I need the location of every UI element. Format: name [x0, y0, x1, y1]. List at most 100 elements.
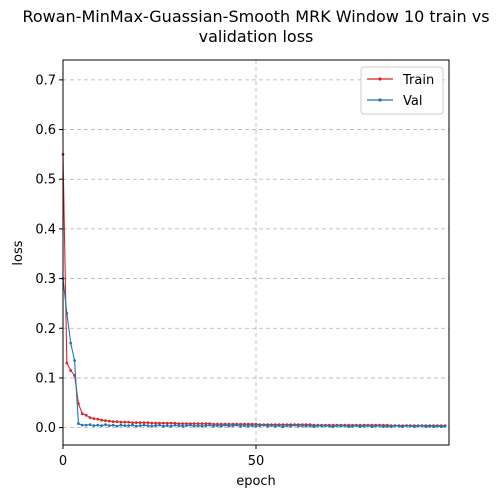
data-point-train: [254, 422, 258, 426]
series-val: [61, 277, 447, 429]
legend-marker-val: [378, 98, 382, 102]
legend-label-val: Val: [403, 94, 422, 109]
data-point-val: [246, 424, 250, 428]
series-layer: [61, 152, 447, 429]
data-point-val: [277, 424, 281, 428]
data-point-val: [324, 424, 327, 428]
x-tick-label: 0: [59, 454, 67, 469]
data-point-train: [200, 422, 204, 426]
grid-lines: [62, 60, 449, 445]
data-point-train: [219, 422, 223, 426]
data-point-val: [416, 424, 420, 428]
data-point-train: [281, 423, 285, 427]
y-tick-label: 0.5: [35, 173, 56, 188]
legend-marker-train: [378, 77, 382, 81]
data-point-val: [131, 423, 134, 427]
data-point-val: [65, 311, 69, 315]
data-point-val: [150, 424, 154, 428]
y-tick-label: 0.3: [35, 272, 56, 287]
data-point-val: [107, 424, 111, 428]
series-line-val: [62, 278, 446, 428]
data-point-train: [131, 421, 134, 425]
series-train: [61, 152, 447, 428]
data-point-val: [347, 425, 351, 429]
data-point-train: [173, 421, 177, 425]
data-point-val: [69, 341, 73, 345]
data-point-train: [196, 422, 200, 426]
data-point-val: [289, 424, 293, 428]
data-point-val: [138, 424, 142, 428]
data-point-val: [119, 423, 123, 427]
data-point-train: [80, 412, 84, 416]
data-point-val: [84, 423, 88, 427]
data-point-train: [84, 413, 88, 417]
data-point-val: [370, 425, 374, 429]
data-point-val: [115, 424, 119, 428]
data-point-val: [181, 424, 185, 428]
data-point-val: [343, 424, 347, 428]
data-point-train: [154, 421, 158, 425]
data-point-train: [127, 420, 131, 424]
data-point-train: [165, 421, 169, 425]
data-point-train: [150, 421, 154, 425]
data-point-val: [250, 424, 254, 428]
data-point-train: [123, 420, 127, 424]
data-point-val: [196, 424, 200, 428]
data-point-train: [134, 421, 138, 425]
data-point-train: [212, 422, 215, 426]
data-point-val: [173, 423, 177, 427]
data-point-train: [111, 420, 115, 424]
data-point-val: [412, 425, 416, 429]
data-point-val: [192, 424, 196, 428]
data-point-val: [409, 424, 412, 428]
data-point-val: [293, 423, 296, 427]
y-tick-label: 0.4: [35, 222, 56, 237]
data-point-val: [385, 424, 389, 428]
data-point-val: [443, 424, 447, 428]
x-tick-label: 50: [248, 454, 265, 469]
data-point-val: [304, 424, 308, 428]
data-point-val: [243, 424, 246, 428]
data-point-val: [185, 424, 188, 428]
data-point-train: [246, 422, 250, 426]
data-point-val: [335, 424, 339, 428]
data-point-train: [104, 419, 107, 423]
x-axis-label: epoch: [236, 474, 276, 489]
data-point-val: [216, 424, 219, 428]
data-point-val: [227, 424, 231, 428]
data-point-val: [235, 423, 239, 427]
data-point-val: [239, 424, 242, 428]
data-point-val: [219, 424, 223, 428]
data-point-val: [432, 425, 435, 429]
axis-ticks: 0.0 0.1 0.2 0.3 0.4 0.5 0.6 0.7 0 50: [35, 73, 264, 469]
data-point-val: [223, 423, 227, 427]
data-point-val: [393, 424, 397, 428]
legend-label-train: Train: [402, 73, 434, 88]
y-tick-label: 0.1: [35, 371, 56, 386]
data-point-val: [158, 423, 161, 427]
data-point-train: [92, 417, 96, 421]
data-point-val: [327, 424, 331, 428]
data-point-val: [428, 424, 432, 428]
data-point-val: [354, 424, 358, 428]
data-point-train: [239, 422, 242, 426]
data-point-val: [161, 424, 165, 428]
data-point-val: [397, 424, 401, 428]
data-point-val: [154, 424, 158, 428]
data-point-train: [227, 422, 231, 426]
legend: Train Val: [360, 66, 444, 115]
data-point-train: [69, 369, 73, 372]
data-point-val: [401, 425, 405, 429]
data-point-val: [134, 424, 138, 428]
data-point-val: [169, 424, 173, 428]
data-point-train: [146, 421, 150, 425]
chart-title-line-1: Rowan-MinMax-Guassian-Smooth MRK Window …: [22, 7, 489, 26]
data-point-train: [181, 422, 185, 426]
data-point-val: [424, 425, 428, 429]
data-point-val: [320, 424, 324, 428]
data-point-val: [254, 424, 258, 428]
y-tick-label: 0.0: [35, 421, 56, 436]
data-point-val: [146, 424, 150, 428]
data-point-train: [107, 419, 111, 423]
data-point-val: [88, 423, 92, 427]
